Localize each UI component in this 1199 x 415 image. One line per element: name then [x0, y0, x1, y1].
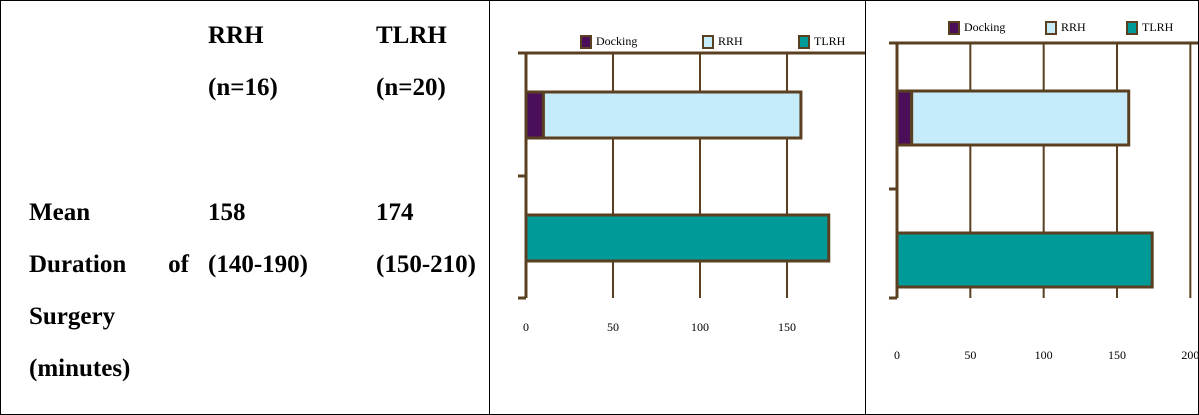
- x-tick-label: 0: [523, 320, 529, 334]
- legend-label: TLRH: [1142, 20, 1174, 34]
- chart: 0 50 100 150 200 Docking RRH TLRH: [889, 20, 1198, 362]
- row-label-line: Mean: [29, 199, 91, 226]
- cell-value: 174: [376, 199, 414, 226]
- x-tick-label: 0: [894, 348, 900, 362]
- row-label-line: Surgery: [29, 303, 116, 330]
- header: (n=16): [208, 74, 278, 101]
- row-label: Mean Duration of Surgery (minutes): [29, 187, 189, 395]
- x-tick-label: 100: [691, 320, 709, 334]
- x-tick-label: 150: [778, 320, 796, 334]
- cell-value: (150-210): [376, 251, 476, 278]
- x-tick-label: 200: [1181, 348, 1198, 362]
- table-cell: RRH (n=16) TLRH (n=20) Mean Duration of …: [1, 1, 490, 414]
- bar: [895, 89, 914, 147]
- x-tick-label: 100: [1035, 348, 1053, 362]
- x-tick-label: 150: [1108, 348, 1126, 362]
- legend-label: Docking: [596, 34, 637, 48]
- bar: [910, 89, 1131, 147]
- bar: [524, 213, 831, 263]
- x-tick-label: 50: [964, 348, 976, 362]
- cell-value: (140-190): [208, 251, 308, 278]
- legend-swatch: [798, 35, 810, 49]
- bar: [541, 90, 803, 140]
- legend-swatch: [1126, 21, 1138, 35]
- legend-label: RRH: [718, 34, 743, 48]
- bar: [524, 90, 545, 140]
- header: TLRH: [376, 22, 447, 49]
- legend-label: Docking: [964, 20, 1005, 34]
- header: (n=20): [376, 74, 446, 101]
- legend-swatch: [1045, 21, 1057, 35]
- legend-swatch: [948, 21, 960, 35]
- header: RRH: [208, 22, 264, 49]
- divider: [865, 1, 866, 414]
- row-label-line: (minutes): [29, 355, 131, 382]
- row-label-line: Duration of: [29, 251, 189, 278]
- cell-value: 158: [208, 199, 246, 226]
- legend-swatch: [580, 35, 592, 49]
- bar: [895, 231, 1154, 289]
- legend-label: RRH: [1061, 20, 1086, 34]
- legend-label: TLRH: [814, 34, 846, 48]
- x-tick-label: 50: [607, 320, 619, 334]
- legend-swatch: [702, 35, 714, 49]
